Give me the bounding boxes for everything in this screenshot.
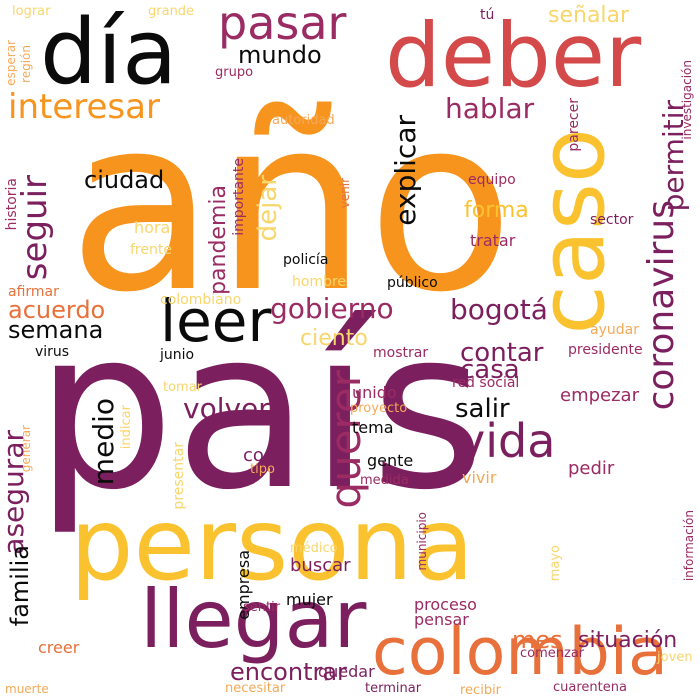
word-quedar: quedar	[318, 662, 375, 681]
word-virus: virus	[35, 344, 70, 360]
word-pensar: pensar	[414, 610, 469, 629]
word-dejar: dejar	[253, 175, 283, 242]
word-llegar: llegar	[140, 573, 367, 666]
word-joven: joven	[657, 650, 693, 665]
word-semana: semana	[8, 316, 104, 344]
word-mes: mes	[512, 626, 563, 654]
word-ciento: ciento	[300, 326, 368, 351]
word-forma: forma	[464, 198, 529, 223]
word-sentir: sentir	[243, 600, 281, 615]
word-familia: familia	[6, 545, 34, 627]
word-medio: medio	[87, 398, 120, 486]
word-venir: venir	[338, 178, 352, 209]
word-region: región	[19, 45, 33, 83]
word-tomar: tomar	[163, 380, 203, 395]
word-hablar: hablar	[445, 92, 535, 125]
word-gobierno: gobierno	[270, 292, 394, 325]
word-terminar: terminar	[365, 681, 422, 696]
word-deber: deber	[385, 4, 642, 107]
word-informacion: información	[682, 510, 696, 582]
word-lograr: lograr	[12, 4, 51, 19]
word-bogota: bogotá	[450, 293, 548, 326]
word-esperar: esperar	[4, 40, 18, 86]
word-volver: volver	[183, 392, 270, 425]
word-salir: salir	[455, 394, 510, 424]
word-autoridad: autoridad	[272, 113, 335, 128]
word-grupo: grupo	[215, 65, 254, 80]
word-pandemia: pandemia	[206, 185, 231, 295]
word-investigacion: investigación	[680, 60, 694, 140]
word-medico: médico	[290, 541, 338, 556]
word-pasar: pasar	[218, 0, 347, 50]
word-pedir: pedir	[568, 458, 615, 479]
word-cuarentena: cuarentena	[553, 680, 627, 695]
word-senalar: señalar	[548, 3, 630, 28]
word-colombiano: colombiano	[160, 292, 242, 308]
word-interesar: interesar	[8, 87, 160, 127]
word-gente: gente	[367, 451, 414, 470]
word-empezar: empezar	[560, 385, 639, 406]
word-ayudar: ayudar	[590, 322, 639, 338]
word-muerte: muerte	[5, 682, 49, 696]
word-colombia: colombia	[372, 615, 668, 690]
word-pais: país	[35, 282, 486, 538]
word-afirmar: afirmar	[8, 284, 59, 300]
word-publico: público	[387, 275, 438, 291]
word-presentar: presentar	[171, 442, 187, 510]
word-mundo: mundo	[238, 41, 322, 69]
word-contar: contar	[460, 338, 544, 368]
word-unido: unido	[352, 383, 397, 402]
word-tu: tú	[480, 7, 495, 23]
word-seguir: seguir	[15, 175, 55, 281]
word-proyecto: proyecto	[350, 401, 408, 416]
word-junio: junio	[160, 347, 195, 363]
word-medida: medida	[360, 473, 409, 488]
word-policia: policía	[283, 252, 329, 268]
word-situacion: situación	[578, 628, 678, 653]
word-importante: importante	[231, 158, 247, 236]
word-dia: día	[40, 0, 178, 105]
word-casa: casa	[460, 355, 520, 385]
word-parecer: parecer	[566, 98, 582, 152]
word-frente: frente	[130, 242, 172, 258]
word-creer: creer	[38, 638, 80, 657]
word-buscar: buscar	[290, 555, 351, 576]
word-necesitar: necesitar	[225, 681, 286, 696]
word-comenzar: comenzar	[520, 646, 585, 661]
word-mayo: mayo	[548, 545, 563, 582]
word-tema: tema	[352, 418, 394, 437]
word-ano: año	[68, 65, 515, 345]
word-red-social: red social	[452, 375, 520, 391]
word-persona: persona	[70, 486, 475, 603]
word-historia: historia	[4, 178, 20, 231]
word-explicar: explicar	[389, 115, 422, 226]
word-cosa: cosa	[243, 445, 285, 466]
word-hombre: hombre	[292, 274, 347, 290]
word-mujer: mujer	[286, 590, 333, 609]
word-hora: hora	[134, 218, 171, 237]
word-presidente: presidente	[568, 342, 643, 358]
word-sector: sector	[590, 212, 634, 228]
word-mostrar: mostrar	[373, 345, 429, 361]
word-indicar: indicar	[119, 405, 134, 450]
word-ciudad: ciudad	[84, 166, 165, 194]
word-grande: grande	[148, 4, 195, 19]
word-tipo: tipo	[250, 462, 275, 477]
word-encontrar: encontrar	[230, 658, 347, 686]
word-vivir: vivir	[462, 468, 497, 487]
word-coronavirus: coronavirus	[641, 200, 682, 411]
word-municipio: municipio	[415, 512, 429, 571]
word-leer: leer	[160, 287, 272, 355]
word-vida: vida	[458, 414, 556, 468]
word-proceso: proceso	[414, 595, 477, 614]
word-generar: generar	[19, 425, 33, 473]
word-equipo: equipo	[468, 172, 516, 188]
word-recibir: recibir	[460, 683, 502, 698]
word-tratar: tratar	[470, 231, 516, 250]
word-acuerdo: acuerdo	[8, 296, 106, 324]
